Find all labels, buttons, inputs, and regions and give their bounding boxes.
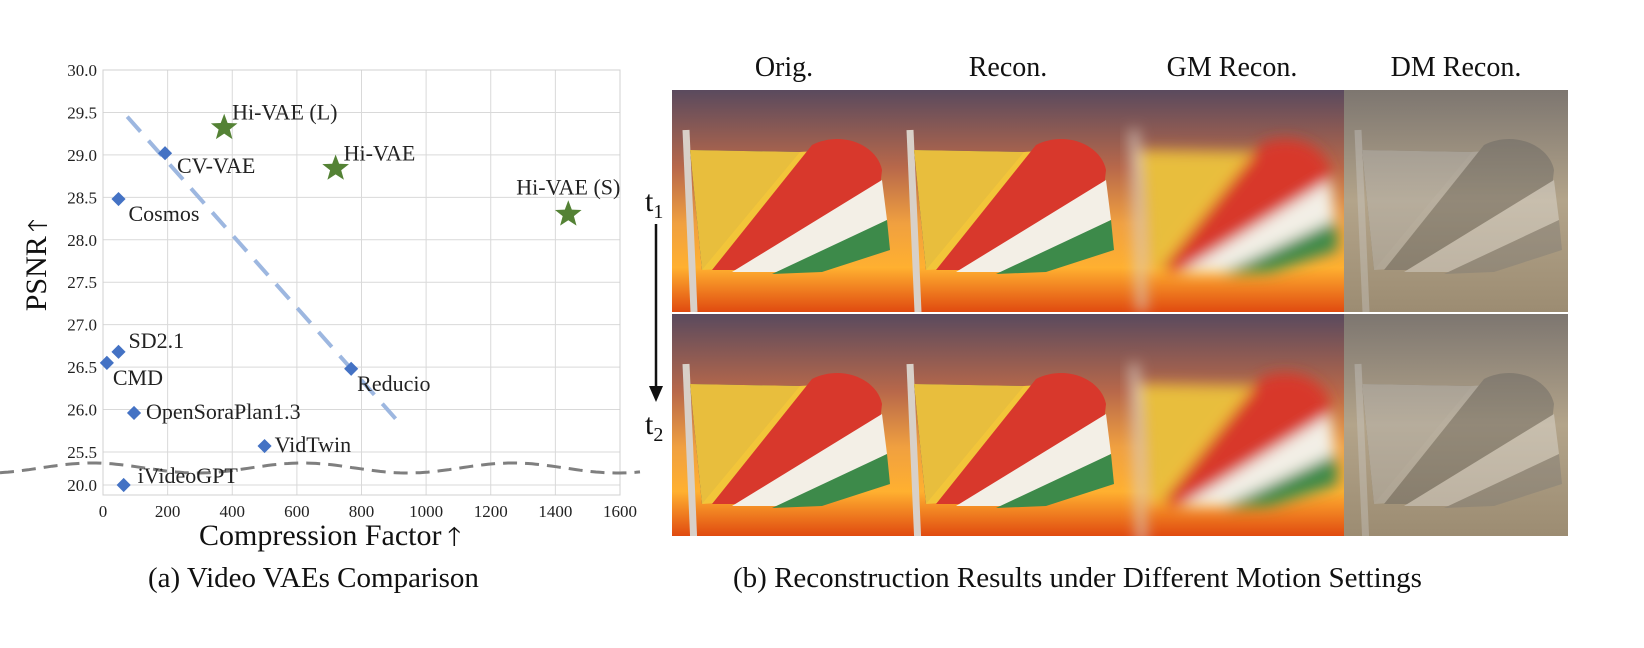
y-tick-label: 26.0	[67, 401, 97, 420]
y-tick-label: 20.0	[67, 476, 97, 495]
point-reducio	[344, 361, 359, 376]
x-tick-label: 200	[155, 502, 181, 521]
time-label-t2: t2	[645, 408, 664, 446]
tick-labels: 0 200 400 600 800 1000 1200 1400 1600 25.5 26.0 26.…	[67, 61, 637, 521]
chart-axes	[102, 69, 621, 496]
label-reducio: Reducio	[357, 371, 430, 396]
caption-b: (b) Reconstruction Results under Differe…	[733, 562, 1422, 594]
chart-grid	[102, 69, 621, 495]
time-label-t1: t1	[645, 185, 664, 223]
image-recon-t1	[896, 90, 1120, 312]
image-orig-t1	[672, 90, 896, 312]
y-axis-title: PSNR🡑	[20, 219, 53, 312]
label-ivideogpt: iVideoGPT	[138, 463, 239, 488]
column-title-recon: Recon.	[968, 52, 1048, 83]
x-tick-label: 600	[284, 502, 310, 521]
axis-break-line	[0, 461, 641, 475]
chart-points: CV-VAE Cosmos SD2.1 CMD Reducio OpenSoraPlan1…	[99, 100, 620, 493]
label-sd2-1: SD2.1	[129, 328, 185, 353]
x-tick-label: 400	[220, 502, 246, 521]
point-vidtwin	[257, 438, 272, 454]
label-hi-vae-l: Hi-VAE (L)	[232, 100, 337, 125]
time-arrow	[649, 224, 663, 402]
plot-frame	[102, 69, 621, 496]
label-vidtwin: VidTwin	[275, 432, 352, 457]
image-gm-recon-t2	[1120, 314, 1344, 536]
x-tick-label: 1000	[409, 502, 443, 521]
column-title-dm-recon: DM Recon.	[1390, 52, 1522, 83]
column-title-orig: Orig.	[754, 52, 814, 83]
caption-a: (a) Video VAEs Comparison	[148, 562, 479, 594]
y-tick-label: 27.0	[67, 316, 97, 335]
point-cv-vae	[157, 146, 173, 161]
image-orig-t2	[672, 314, 896, 536]
label-cmd: CMD	[113, 365, 163, 390]
y-tick-label: 29.0	[67, 146, 97, 165]
x-tick-label: 1600	[603, 502, 637, 521]
point-sd2-1	[111, 344, 126, 359]
x-tick-label: 1200	[474, 502, 508, 521]
x-tick-label: 800	[349, 502, 375, 521]
point-cmd	[99, 355, 114, 370]
y-tick-label: 28.5	[67, 188, 97, 207]
label-cv-vae: CV-VAE	[177, 153, 255, 178]
image-gm-recon-t1	[1120, 90, 1344, 312]
point-opensoraplan1-3	[126, 405, 142, 421]
y-tick-label: 27.5	[67, 273, 97, 292]
y-tick-label: 30.0	[67, 61, 97, 80]
column-title-gm-recon: GM Recon.	[1166, 52, 1298, 83]
y-tick-label: 29.5	[67, 103, 97, 122]
label-opensoraplan1-3: OpenSoraPlan1.3	[146, 399, 301, 424]
x-tick-label: 1400	[538, 502, 572, 521]
image-recon-t2	[896, 314, 1120, 536]
psnr-compression-chart: CV-VAE Cosmos SD2.1 CMD Reducio OpenSoraPlan1…	[0, 61, 641, 552]
y-tick-label: 26.5	[67, 358, 97, 377]
image-dm-recon-t2	[1344, 314, 1568, 536]
x-tick-label: 0	[99, 502, 108, 521]
point-cosmos	[111, 191, 126, 207]
point-hi-vae	[322, 154, 349, 180]
label-cosmos: Cosmos	[129, 201, 200, 226]
y-tick-label: 25.5	[67, 443, 97, 462]
image-dm-recon-t1	[1344, 90, 1568, 312]
trend-line	[125, 115, 402, 426]
y-tick-label: 28.0	[67, 231, 97, 250]
point-hi-vae-s	[555, 200, 582, 226]
label-hi-vae: Hi-VAE	[344, 140, 416, 165]
label-hi-vae-s: Hi-VAE (S)	[516, 174, 620, 199]
x-axis-title: Compression Factor 🡑	[199, 519, 461, 552]
point-ivideogpt	[116, 477, 131, 493]
point-hi-vae-l	[210, 113, 238, 140]
